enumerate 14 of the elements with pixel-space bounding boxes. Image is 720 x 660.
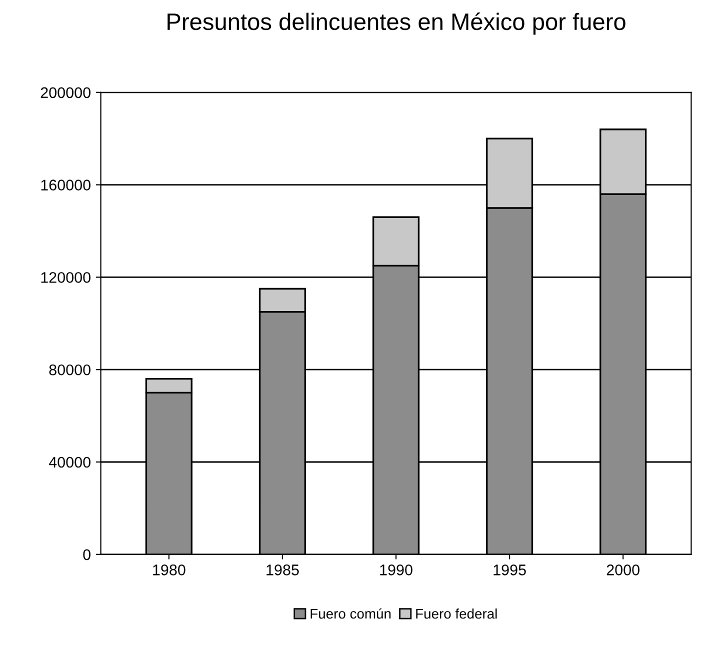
x-tick-label: 1985 bbox=[266, 564, 299, 576]
x-tick-label: 2000 bbox=[606, 564, 640, 576]
y-tick-label: 40000 bbox=[48, 456, 90, 468]
y-tick-label: 80000 bbox=[49, 364, 90, 376]
chart-title: Presuntos delincuentes en México por fuero bbox=[168, 12, 626, 35]
y-tick-label: 160000 bbox=[41, 180, 90, 190]
y-tick-label: 120000 bbox=[41, 272, 90, 283]
legend-label: Fuero común bbox=[310, 608, 391, 619]
x-tick-label: 1995 bbox=[494, 564, 526, 576]
x-tick-label: 1980 bbox=[153, 564, 186, 576]
legend-label: Fuero federal bbox=[416, 608, 497, 619]
x-tick-label: 1990 bbox=[380, 564, 412, 576]
y-tick-label: 0 bbox=[83, 549, 90, 560]
y-tick-label: 200000 bbox=[40, 87, 90, 98]
